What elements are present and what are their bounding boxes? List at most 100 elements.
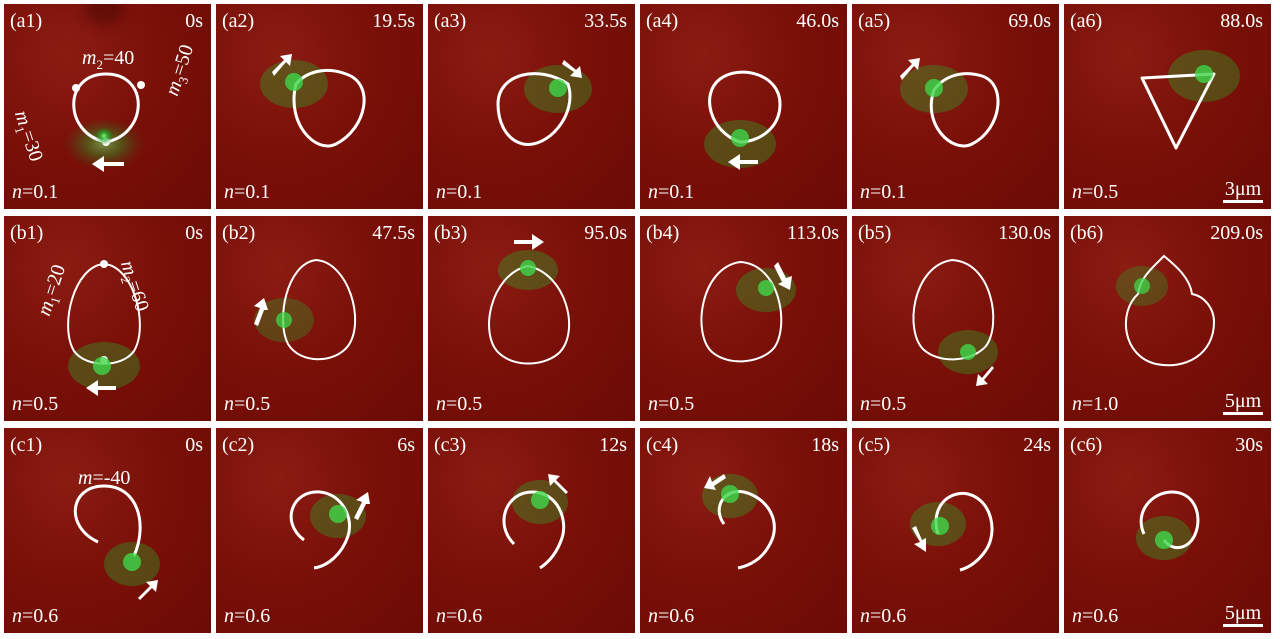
panel-a6: (a6) 88.0s n=0.5 3μm — [1064, 4, 1271, 209]
panel-n-value: n=0.1 — [436, 182, 482, 202]
n-symbol: n — [1072, 393, 1082, 415]
panel-a1-drawing — [64, 72, 145, 172]
panel-label: (a4) — [646, 10, 679, 32]
panel-time: 130.0s — [998, 222, 1051, 244]
scale-text: 5μm — [1224, 602, 1262, 624]
panel-n-value: n=0.1 — [860, 182, 906, 202]
panel-a1: m2=40 m1=30 m3=50 (a1) 0s n=0.1 — [4, 4, 211, 209]
panel-time: 18s — [811, 434, 839, 456]
panel-b4: (b4) 113.0s n=0.5 — [640, 216, 847, 421]
panel-a6-drawing — [1140, 50, 1240, 150]
panel-a5-drawing — [900, 58, 1000, 148]
panel-b1: m1=20 m2=60 (b1) 0s n=0.5 — [4, 216, 211, 421]
panel-a2: (a2) 19.5s n=0.1 — [216, 4, 423, 209]
panel-n-value: n=0.5 — [224, 394, 270, 414]
panel-c1-drawing — [73, 484, 160, 600]
panel-time: 0s — [185, 434, 203, 456]
panel-label: (c3) — [434, 434, 467, 456]
scale-text: 3μm — [1224, 178, 1262, 200]
n-value: =0.6 — [234, 605, 271, 627]
n-symbol: n — [860, 181, 870, 203]
panel-time: 30s — [1235, 434, 1263, 456]
panel-c3: (c3) 12s n=0.6 — [428, 428, 635, 633]
panel-c5-drawing — [910, 491, 994, 572]
panel-c1: m=-40 (c1) 0s n=0.6 — [4, 428, 211, 633]
n-value: =0.5 — [870, 393, 907, 415]
panel-a5: (a5) 69.0s n=0.1 — [852, 4, 1059, 209]
panel-time: 0s — [185, 222, 203, 244]
scale-bar: 3μm — [1223, 179, 1263, 203]
panel-label: (b3) — [434, 222, 468, 244]
n-value: =0.1 — [870, 181, 907, 203]
panel-n-value: n=0.6 — [436, 606, 482, 626]
n-value: =0.1 — [658, 181, 695, 203]
panel-a3-drawing — [496, 60, 592, 146]
panel-b4-drawing — [700, 260, 796, 363]
panel-time: 12s — [599, 434, 627, 456]
panel-a3: (a3) 33.5s n=0.1 — [428, 4, 635, 209]
panel-c4-drawing — [702, 474, 776, 570]
n-value: =0.5 — [22, 393, 59, 415]
panel-n-value: n=0.6 — [224, 606, 270, 626]
ann-symbol: m — [82, 47, 97, 69]
ann-symbol: m — [78, 467, 93, 489]
panel-label: (a3) — [434, 10, 467, 32]
n-symbol: n — [1072, 181, 1082, 203]
panel-a2-drawing — [260, 54, 366, 148]
n-symbol: n — [648, 605, 658, 627]
n-value: =0.1 — [234, 181, 271, 203]
n-symbol: n — [436, 605, 446, 627]
panel-c2: (c2) 6s n=0.6 — [216, 428, 423, 633]
panel-label: (c4) — [646, 434, 679, 456]
n-symbol: n — [436, 181, 446, 203]
panel-label: (a1) — [10, 10, 43, 32]
panel-label: (c1) — [10, 434, 43, 456]
n-value: =0.6 — [870, 605, 907, 627]
scale-bar: 5μm — [1223, 603, 1263, 627]
scale-bar-line — [1223, 412, 1263, 415]
panel-n-value: n=0.5 — [12, 394, 58, 414]
ann-subscript: 2 — [96, 57, 103, 72]
panel-n-value: n=0.1 — [12, 182, 58, 202]
n-symbol: n — [224, 605, 234, 627]
panel-b5-drawing — [912, 258, 998, 386]
panel-b6-drawing — [1116, 254, 1216, 367]
n-value: =0.5 — [1082, 181, 1119, 203]
ann-value: =-40 — [92, 467, 131, 489]
panel-label: (c5) — [858, 434, 891, 456]
panel-b5: (b5) 130.0s n=0.5 — [852, 216, 1059, 421]
n-symbol: n — [12, 181, 22, 203]
annotation-m: m=-40 — [78, 468, 130, 488]
scale-bar-line — [1223, 624, 1263, 627]
panel-time: 88.0s — [1220, 10, 1263, 32]
panel-label: (b4) — [646, 222, 680, 244]
panel-n-value: n=0.5 — [860, 394, 906, 414]
scale-bar: 5μm — [1223, 391, 1263, 415]
panel-time: 33.5s — [584, 10, 627, 32]
panel-time: 69.0s — [1008, 10, 1051, 32]
panel-time: 209.0s — [1210, 222, 1263, 244]
n-value: =1.0 — [1082, 393, 1119, 415]
panel-c6: (c6) 30s n=0.6 5μm — [1064, 428, 1271, 633]
n-value: =0.5 — [446, 393, 483, 415]
n-symbol: n — [648, 393, 658, 415]
n-value: =0.6 — [1082, 605, 1119, 627]
panel-label: (b1) — [10, 222, 44, 244]
panel-c3-drawing — [502, 474, 568, 570]
n-symbol: n — [12, 605, 22, 627]
panel-a4: (a4) 46.0s n=0.1 — [640, 4, 847, 209]
n-value: =0.1 — [446, 181, 483, 203]
panel-b1-drawing — [67, 260, 141, 396]
annotation-m2: m2=40 — [82, 48, 134, 75]
panel-time: 6s — [397, 434, 415, 456]
n-symbol: n — [224, 181, 234, 203]
scale-text: 5μm — [1224, 390, 1262, 412]
panel-a4-drawing — [704, 70, 782, 170]
panel-n-value: n=0.1 — [648, 182, 694, 202]
panel-b6: (b6) 209.0s n=1.0 5μm — [1064, 216, 1271, 421]
panel-time: 0s — [185, 10, 203, 32]
ann-value: =40 — [102, 47, 135, 69]
panel-n-value: n=0.6 — [648, 606, 694, 626]
panel-time: 47.5s — [372, 222, 415, 244]
panel-label: (c6) — [1070, 434, 1103, 456]
